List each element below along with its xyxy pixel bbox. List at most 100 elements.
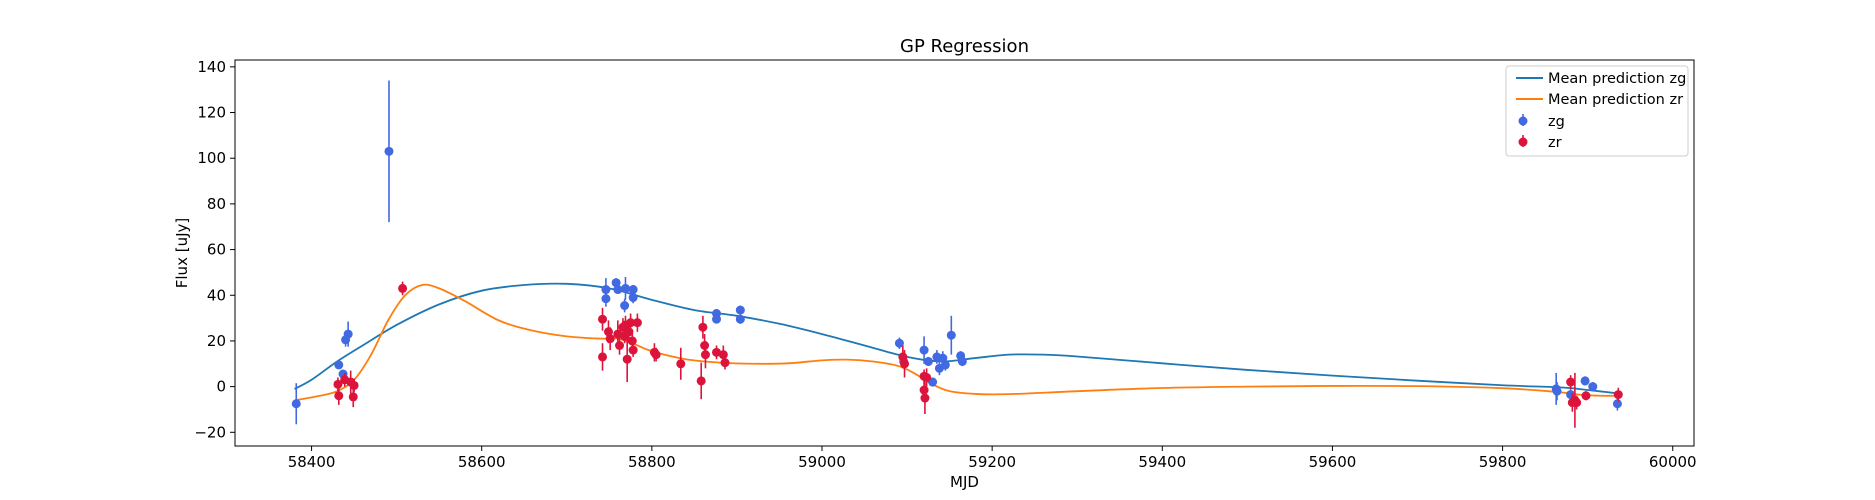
data-point-zr (615, 336, 625, 355)
data-point-zg (1552, 382, 1562, 401)
point-marker (696, 376, 706, 386)
data-point-zg (735, 305, 745, 315)
legend: Mean prediction zg Mean prediction zr zg… (1505, 65, 1689, 157)
y-tick-label: 120 (197, 104, 226, 122)
point-marker (920, 393, 930, 403)
data-point-zr (1572, 395, 1582, 410)
point-marker (291, 399, 301, 409)
legend-marker-zg (1518, 114, 1528, 126)
point-marker (384, 146, 394, 156)
mean-prediction-line-zr (294, 283, 1620, 402)
x-tick-label: 59400 (1138, 453, 1186, 471)
legend-label-zr-prediction: Mean prediction zr (1548, 92, 1683, 108)
y-tick-label: 140 (197, 58, 226, 76)
data-point-zr (1581, 391, 1591, 401)
point-marker (601, 285, 611, 295)
point-marker (712, 314, 722, 324)
point-marker (615, 341, 625, 351)
point-marker (628, 293, 638, 303)
data-point-zr (696, 362, 706, 400)
point-marker (349, 380, 359, 390)
point-marker (923, 356, 933, 366)
point-marker (698, 322, 708, 332)
data-point-zg (613, 285, 623, 295)
point-marker (1613, 390, 1623, 400)
point-marker (1572, 398, 1582, 408)
data-point-zr (676, 347, 686, 380)
x-axis-label: MJD (950, 473, 979, 491)
data-point-zr (922, 368, 932, 387)
point-marker (598, 314, 608, 324)
legend-label-zr: zr (1548, 135, 1562, 151)
data-point-zr (348, 386, 358, 408)
data-point-zr (1613, 387, 1623, 402)
point-marker (900, 359, 910, 369)
data-point-zg (601, 278, 611, 301)
point-marker (946, 330, 956, 340)
data-point-zg (940, 359, 950, 371)
y-tick-label: 20 (207, 332, 226, 350)
point-marker (720, 358, 730, 368)
mean-prediction-line-zg (294, 282, 1620, 395)
point-marker (598, 352, 608, 362)
data-point-zg (384, 80, 394, 223)
data-point-zg (628, 291, 638, 304)
legend-label-zg-prediction: Mean prediction zg (1548, 71, 1686, 87)
point-marker (398, 283, 408, 293)
point-marker (628, 285, 638, 295)
point-marker (620, 283, 630, 293)
point-marker (676, 359, 686, 369)
x-tick-label: 59200 (968, 453, 1016, 471)
data-point-zr (632, 313, 642, 332)
data-point-zg (946, 315, 956, 355)
plot-frame (234, 59, 1695, 447)
data-point-zr (628, 343, 638, 357)
point-marker (613, 329, 623, 339)
point-marker (735, 314, 745, 324)
point-marker (919, 385, 929, 395)
y-tick-label: 100 (197, 149, 226, 167)
data-point-zg (919, 336, 929, 364)
point-marker (622, 354, 632, 364)
data-point-zr (334, 386, 344, 405)
x-tick-label: 58800 (628, 453, 676, 471)
x-axis-ticks: 58400 58600 58800 59000 59200 59400 59600 59800… (288, 446, 1697, 471)
point-marker (712, 347, 722, 357)
data-point-zg (620, 298, 630, 313)
point-marker (1580, 376, 1590, 386)
point-marker (1588, 382, 1598, 392)
y-axis-label: Flux [uJy] (173, 218, 191, 288)
point-marker (626, 318, 636, 328)
data-point-zr (622, 336, 632, 383)
data-point-zr (1566, 375, 1576, 389)
point-marker (718, 350, 728, 360)
point-marker (1552, 386, 1562, 396)
data-point-zg (334, 360, 344, 370)
data-point-zr (598, 343, 608, 371)
data-point-zg (343, 321, 353, 347)
y-tick-label: 40 (207, 286, 226, 304)
prediction-lines-layer (294, 282, 1620, 402)
point-marker (700, 341, 710, 351)
point-marker (894, 338, 904, 348)
point-marker (922, 372, 932, 382)
point-marker (628, 345, 638, 355)
point-marker (333, 379, 343, 389)
x-tick-label: 58600 (458, 453, 506, 471)
chart-title: GP Regression (900, 36, 1029, 57)
legend-label-zg: zg (1548, 114, 1565, 130)
data-point-zr (651, 347, 661, 362)
point-marker (632, 318, 642, 328)
data-point-zg (712, 314, 722, 324)
data-point-zg (291, 383, 301, 425)
point-marker (334, 391, 344, 401)
data-point-zg (1588, 382, 1598, 392)
y-tick-label: 60 (207, 241, 226, 259)
data-point-zr (700, 340, 710, 369)
y-tick-label: 80 (207, 195, 226, 213)
point-marker (1566, 377, 1576, 387)
data-points-layer (291, 80, 1623, 428)
point-marker (735, 305, 745, 315)
